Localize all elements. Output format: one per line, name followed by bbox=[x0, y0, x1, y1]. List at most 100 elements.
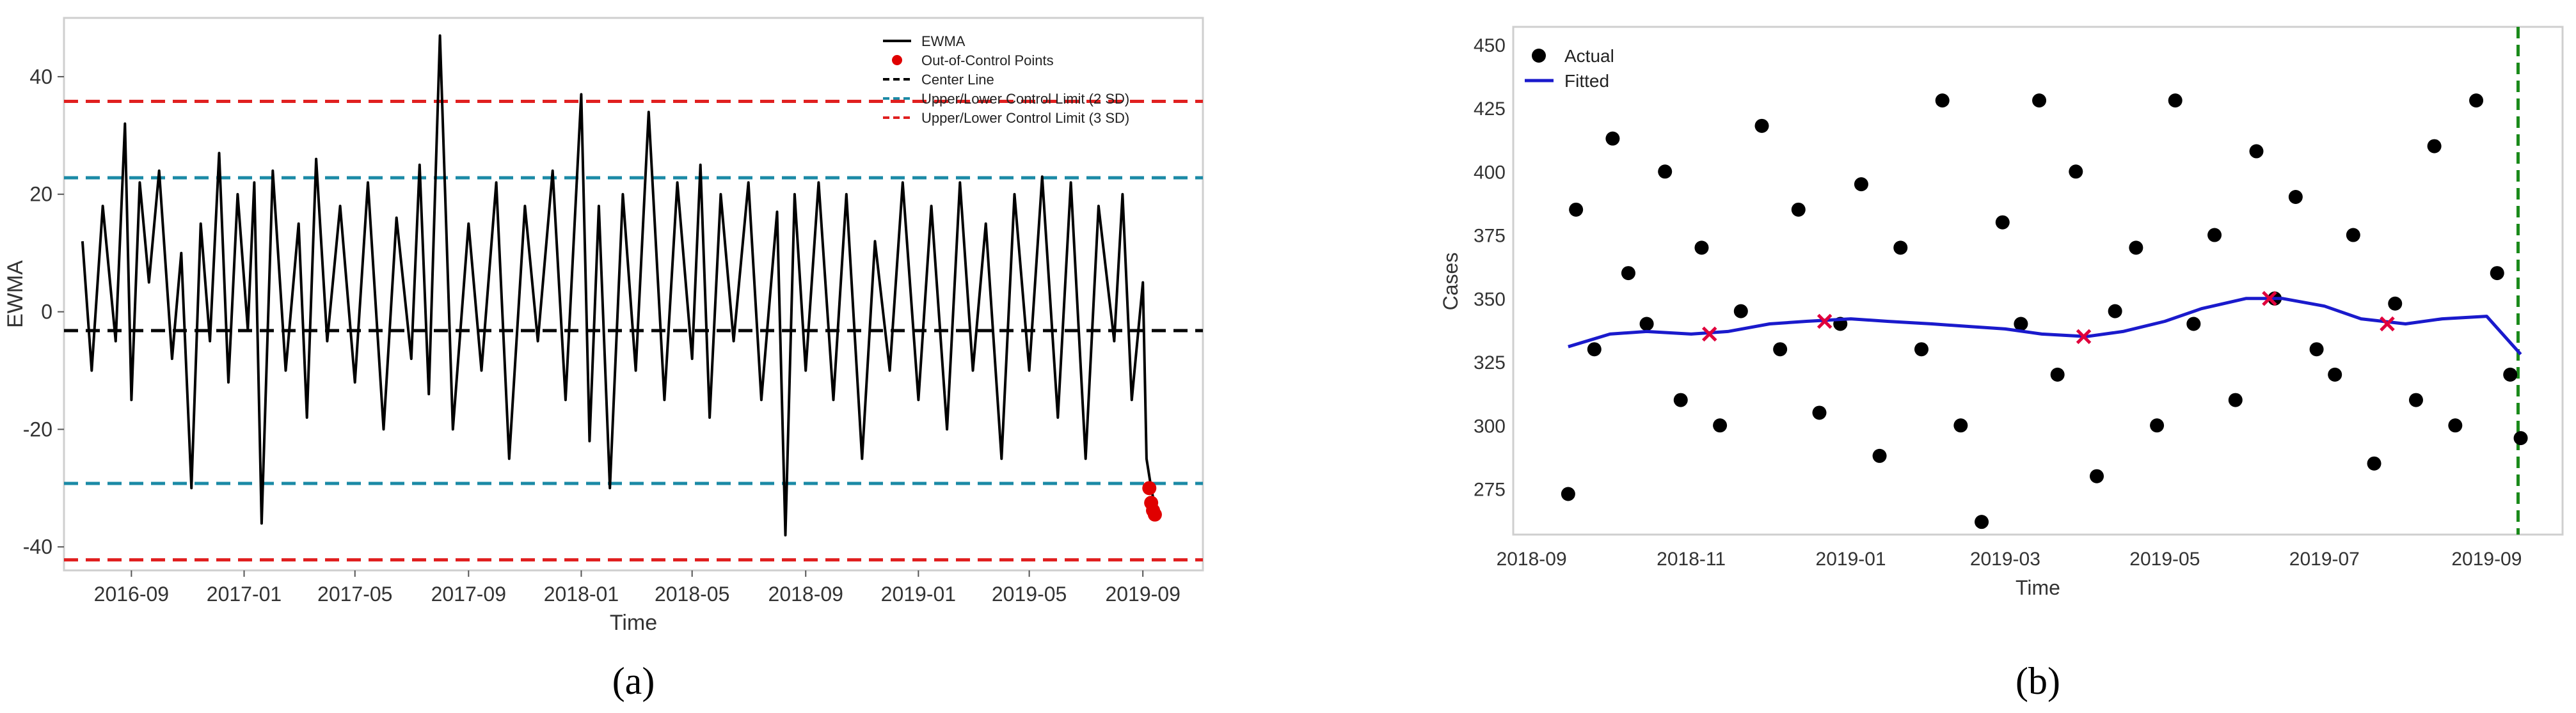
actual-point bbox=[2207, 228, 2222, 242]
x-tick-label: 2016-09 bbox=[94, 583, 169, 606]
actual-point bbox=[1713, 418, 1728, 433]
out-of-control-point bbox=[1147, 507, 1162, 522]
y-tick-label: 0 bbox=[41, 301, 52, 324]
x-tick-label: 2019-01 bbox=[1816, 549, 1886, 570]
y-tick-label: 350 bbox=[1474, 289, 1506, 310]
actual-point bbox=[2469, 93, 2484, 108]
actual-point bbox=[2503, 367, 2518, 382]
actual-point bbox=[1935, 93, 1950, 108]
actual-point bbox=[1773, 342, 1788, 357]
fitted-marker bbox=[2076, 329, 2092, 345]
actual-point bbox=[2427, 139, 2442, 153]
fitted-marker bbox=[2262, 291, 2277, 306]
actual-point bbox=[1605, 131, 1620, 146]
y-tick-label: 325 bbox=[1474, 352, 1506, 373]
legend-label: Fitted bbox=[1564, 71, 1609, 91]
out-of-control-points bbox=[1142, 481, 1162, 522]
actual-point bbox=[1561, 487, 1575, 501]
legend-label: Upper/Lower Control Limit (3 SD) bbox=[921, 110, 1129, 126]
fitted-marker bbox=[1701, 326, 1717, 342]
fitted-marker bbox=[2380, 316, 2395, 332]
ewma-chart: 2016-09 2017-01 2017-05 2017-09 2018-01 2018-… bbox=[3, 17, 1204, 702]
actual-point bbox=[1621, 266, 1635, 281]
x-tick-label: 2017-05 bbox=[317, 583, 392, 606]
control-limits-2sd bbox=[64, 176, 1203, 485]
fitted-marker bbox=[1817, 313, 1833, 329]
y-tick-label: 300 bbox=[1474, 416, 1506, 437]
y-tick-label: -40 bbox=[23, 535, 52, 558]
actual-point bbox=[1673, 393, 1688, 407]
actual-point bbox=[1694, 240, 1709, 255]
panel-label-a: (a) bbox=[612, 660, 655, 702]
legend-label: Center Line bbox=[921, 72, 994, 88]
ewma-x-ticks: 2016-09 2017-01 2017-05 2017-09 2018-01 2018-… bbox=[94, 570, 1181, 606]
actual-point bbox=[1812, 405, 1827, 420]
actual-point bbox=[1854, 177, 1868, 192]
legend-swatch bbox=[1532, 49, 1546, 63]
actual-point bbox=[1791, 202, 1806, 217]
actual-point bbox=[1587, 342, 1602, 357]
x-tick-label: 2018-11 bbox=[1657, 549, 1726, 570]
ewma-x-axis-label: Time bbox=[610, 611, 657, 635]
y-tick-label: -20 bbox=[23, 418, 52, 441]
legend-label: Actual bbox=[1564, 46, 1614, 66]
cases-x-ticks: 2018-09 2018-11 2019-01 2019-03 2019-05 2019-… bbox=[1497, 549, 2522, 570]
actual-point bbox=[2288, 189, 2303, 204]
cases-plot-frame bbox=[1512, 26, 2564, 536]
x-tick-label: 2019-07 bbox=[2289, 549, 2360, 570]
ewma-plot-frame bbox=[63, 17, 1204, 572]
actual-point bbox=[2346, 228, 2360, 242]
y-tick-label: 20 bbox=[29, 183, 52, 206]
x-tick-label: 2019-09 bbox=[1105, 583, 1180, 606]
legend-label: EWMA bbox=[921, 33, 966, 49]
actual-point bbox=[2150, 418, 2165, 433]
actual-point bbox=[1733, 304, 1748, 318]
x-tick-label: 2018-09 bbox=[768, 583, 843, 606]
actual-point bbox=[1914, 342, 1929, 357]
actual-point bbox=[2228, 393, 2243, 407]
actual-point bbox=[2108, 304, 2122, 318]
actual-point bbox=[2448, 418, 2463, 433]
legend-swatch bbox=[892, 55, 902, 65]
actual-points bbox=[1561, 93, 2528, 529]
actual-point bbox=[2367, 456, 2381, 471]
actual-point bbox=[1569, 202, 1584, 217]
x-tick-label: 2018-05 bbox=[655, 583, 729, 606]
actual-point bbox=[2408, 393, 2423, 407]
actual-point bbox=[1975, 515, 1989, 529]
x-tick-label: 2018-01 bbox=[544, 583, 619, 606]
actual-point bbox=[2328, 367, 2342, 382]
cases-y-axis-label: Cases bbox=[1439, 253, 1462, 311]
legend-label: Upper/Lower Control Limit (2 SD) bbox=[921, 91, 1129, 107]
actual-point bbox=[1995, 215, 2010, 230]
y-tick-label: 450 bbox=[1474, 35, 1506, 56]
control-limits-3sd bbox=[64, 100, 1203, 561]
ewma-y-ticks: -40 -20 0 20 40 bbox=[23, 65, 64, 558]
actual-point bbox=[2513, 431, 2528, 446]
y-tick-label: 275 bbox=[1474, 480, 1506, 501]
ewma-legend: EWMA Out-of-Control Points Center Line Uppe… bbox=[883, 33, 1129, 126]
cases-x-axis-label: Time bbox=[2015, 576, 2060, 599]
actual-point bbox=[2309, 342, 2324, 357]
x-tick-label: 2017-09 bbox=[431, 583, 506, 606]
actual-point bbox=[1658, 164, 1673, 179]
x-tick-label: 2019-03 bbox=[1970, 549, 2040, 570]
fitted-line bbox=[1568, 297, 2522, 356]
actual-point bbox=[2014, 317, 2028, 331]
actual-point bbox=[2090, 469, 2104, 483]
out-of-control-point bbox=[1142, 481, 1157, 496]
actual-point bbox=[2129, 240, 2143, 255]
ewma-y-axis-label: EWMA bbox=[3, 260, 28, 328]
cases-chart: 2018-09 2018-11 2019-01 2019-03 2019-05 2019-… bbox=[1439, 26, 2564, 702]
x-tick-label: 2018-09 bbox=[1497, 549, 1567, 570]
actual-point bbox=[2388, 296, 2403, 311]
x-tick-label: 2017-01 bbox=[207, 583, 282, 606]
actual-point bbox=[1754, 118, 1769, 133]
x-tick-label: 2019-05 bbox=[2129, 549, 2200, 570]
actual-point bbox=[1639, 317, 1654, 331]
actual-point bbox=[2050, 367, 2065, 382]
actual-point bbox=[1872, 448, 1887, 463]
x-tick-label: 2019-01 bbox=[881, 583, 956, 606]
actual-point bbox=[1893, 240, 1908, 255]
